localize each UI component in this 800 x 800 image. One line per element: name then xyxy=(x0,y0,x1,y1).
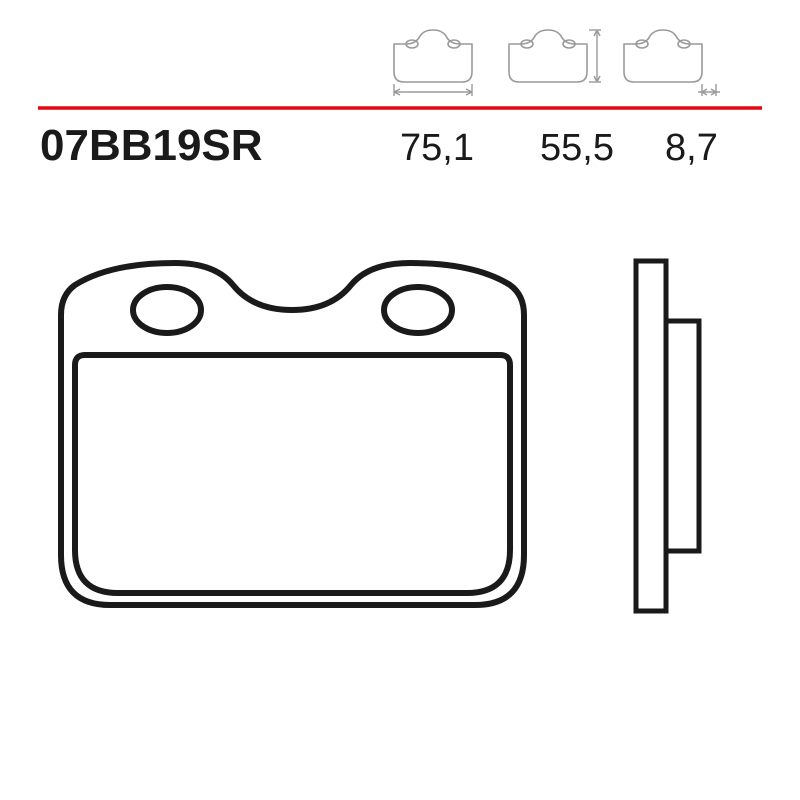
brake-pad-front-view xyxy=(61,263,524,605)
dim-thickness-icon xyxy=(624,30,720,96)
brake-pad-side-view xyxy=(636,261,699,611)
header-icons xyxy=(394,30,720,96)
dim-height-icon xyxy=(509,30,601,82)
spec-diagram: 07BB19SR 75,1 55,5 8,7 xyxy=(0,0,800,800)
dim-width-value: 75,1 xyxy=(400,127,474,169)
part-number: 07BB19SR xyxy=(40,121,263,170)
dim-width-icon xyxy=(394,30,472,96)
dim-thickness-value: 8,7 xyxy=(665,127,718,169)
dim-height-value: 55,5 xyxy=(540,127,614,169)
